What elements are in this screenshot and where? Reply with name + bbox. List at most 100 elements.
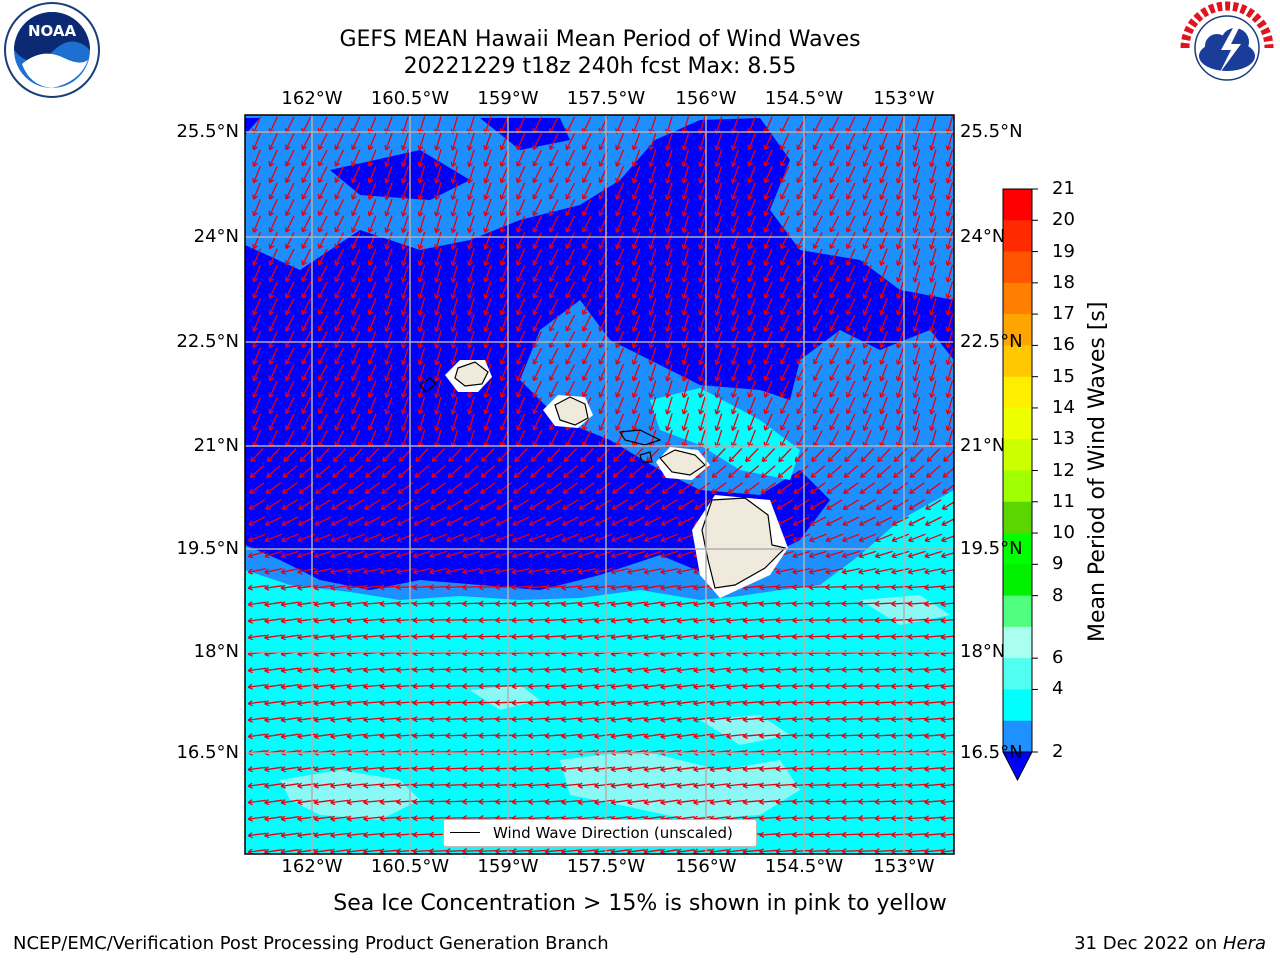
direction-arrow	[317, 133, 328, 151]
direction-arrow	[747, 413, 756, 431]
direction-arrow	[676, 617, 695, 624]
direction-arrow	[665, 363, 673, 382]
molokai	[618, 429, 662, 446]
direction-arrow	[628, 482, 645, 494]
direction-arrow	[610, 683, 629, 690]
direction-arrow	[367, 363, 377, 382]
lon-label-bottom: 159°W	[477, 856, 539, 877]
direction-arrow	[759, 732, 778, 739]
direction-arrow	[367, 297, 377, 316]
direction-arrow	[434, 215, 442, 234]
direction-arrow	[681, 165, 690, 184]
direction-arrow	[532, 347, 543, 365]
direction-arrow	[315, 482, 331, 494]
direction-arrow	[693, 634, 712, 641]
direction-arrow	[334, 248, 345, 266]
direction-arrow	[532, 149, 543, 167]
direction-arrow	[532, 314, 543, 332]
direction-arrow	[747, 396, 756, 415]
direction-arrow	[627, 716, 646, 723]
direction-arrow	[825, 815, 844, 822]
direction-arrow	[400, 165, 409, 184]
direction-arrow	[610, 733, 629, 740]
direction-arrow	[331, 482, 348, 494]
direction-arrow	[744, 482, 760, 494]
direction-arrow	[252, 347, 262, 365]
lon-label-bottom: 157.5°W	[566, 856, 646, 877]
direction-arrow	[594, 633, 613, 641]
colorbar-segment	[1003, 533, 1032, 565]
direction-arrow	[462, 699, 481, 706]
lat-label-left: 22.5°N	[176, 331, 239, 352]
direction-arrow	[301, 314, 312, 332]
direction-arrow	[879, 182, 888, 200]
direction-arrow	[610, 584, 629, 591]
direction-arrow	[346, 699, 365, 707]
direction-arrow	[280, 799, 299, 806]
direction-arrow	[594, 533, 613, 543]
direction-arrow	[264, 700, 283, 707]
direction-arrow	[875, 516, 893, 527]
direction-arrow	[268, 166, 278, 184]
direction-arrow	[478, 617, 498, 624]
direction-arrow	[483, 380, 492, 398]
direction-arrow	[908, 516, 926, 527]
direction-arrow	[247, 733, 266, 740]
direction-arrow	[709, 716, 728, 723]
direction-arrow	[648, 297, 657, 316]
direction-arrow	[693, 766, 712, 773]
direction-arrow	[548, 199, 559, 217]
direction-arrow	[676, 584, 695, 591]
direction-arrow	[445, 716, 465, 723]
direction-arrow	[844, 448, 858, 463]
direction-arrow	[313, 716, 332, 723]
direction-arrow	[709, 782, 728, 789]
direction-arrow	[248, 499, 266, 510]
direction-arrow	[252, 314, 262, 332]
direction-arrow	[940, 782, 954, 789]
direction-arrow	[512, 533, 530, 543]
direction-arrow	[698, 215, 706, 234]
direction-arrow	[412, 765, 432, 772]
direction-arrow	[929, 182, 937, 201]
direction-arrow	[363, 533, 382, 543]
direction-arrow	[264, 516, 282, 527]
direction-arrow	[511, 683, 531, 690]
direction-arrow	[499, 413, 509, 431]
direction-arrow	[648, 396, 657, 415]
kauai	[454, 361, 489, 387]
direction-arrow	[712, 448, 726, 463]
direction-arrow	[334, 347, 345, 365]
direction-arrow	[434, 132, 442, 151]
direction-arrow	[351, 149, 361, 167]
direction-arrow	[396, 782, 415, 789]
direction-arrow	[429, 798, 448, 805]
direction-arrow	[714, 248, 723, 267]
direction-arrow	[334, 232, 345, 250]
direction-arrow	[940, 683, 954, 690]
direction-arrow	[544, 617, 564, 624]
direction-arrow	[775, 782, 795, 789]
direction-arrow	[330, 798, 349, 806]
direction-arrow	[516, 380, 526, 398]
direction-arrow	[595, 482, 612, 494]
direction-arrow	[648, 314, 657, 332]
direction-arrow	[895, 396, 905, 415]
direction-arrow	[759, 584, 778, 591]
direction-arrow	[665, 413, 673, 432]
direction-arrow	[563, 448, 578, 463]
direction-arrow	[858, 617, 877, 624]
direction-arrow	[940, 732, 954, 740]
direction-arrow	[462, 683, 481, 690]
direction-arrow	[825, 567, 844, 575]
direction-arrow	[332, 465, 347, 479]
direction-arrow	[581, 298, 592, 316]
direction-arrow	[313, 550, 332, 559]
direction-arrow	[379, 831, 399, 839]
direction-arrow	[714, 314, 723, 333]
direction-arrow	[681, 198, 690, 217]
direction-arrow	[284, 380, 295, 398]
direction-arrow	[810, 482, 826, 494]
direction-arrow	[929, 132, 937, 151]
direction-arrow	[912, 248, 921, 267]
